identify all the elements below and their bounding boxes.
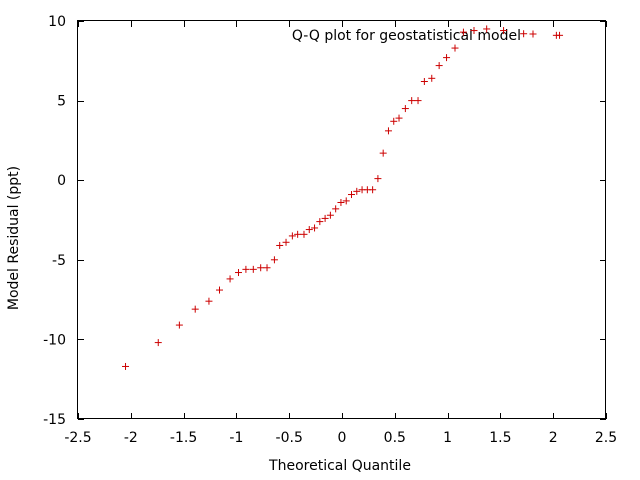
data-point — [401, 105, 409, 113]
data-point — [122, 362, 130, 370]
data-point — [369, 186, 377, 194]
x-tick-label: 1 — [443, 430, 452, 446]
data-point — [321, 214, 329, 222]
data-point — [242, 265, 250, 273]
data-point — [342, 197, 350, 205]
y-axis-tick-labels: -15 -10 -5 0 5 10 — [43, 14, 66, 428]
data-point — [191, 305, 199, 313]
data-point — [390, 117, 398, 125]
data-point — [470, 27, 478, 35]
x-tick-label: -0.5 — [276, 430, 303, 446]
data-points — [122, 25, 564, 370]
x-tick-label: -1 — [229, 430, 243, 446]
data-point — [235, 269, 243, 277]
y-tick-label: 10 — [48, 14, 66, 30]
data-point — [305, 226, 313, 234]
x-tick-label: 1.5 — [489, 430, 511, 446]
x-tick-label: 2.5 — [595, 430, 617, 446]
data-point — [337, 198, 345, 206]
data-point — [379, 149, 387, 157]
data-point — [556, 31, 564, 39]
y-tick-label: -10 — [43, 332, 66, 348]
data-point — [175, 321, 183, 329]
data-point — [282, 238, 290, 246]
x-tick-label: 0 — [338, 430, 347, 446]
data-point — [348, 191, 356, 199]
data-point — [483, 25, 491, 33]
data-point — [326, 211, 334, 219]
y-tick-label: 5 — [57, 94, 66, 110]
data-point — [500, 27, 508, 35]
data-point — [205, 297, 213, 305]
data-point — [520, 30, 528, 38]
data-point — [443, 54, 451, 62]
plot-area-frame — [77, 20, 606, 419]
data-point — [428, 74, 436, 82]
data-point — [288, 232, 296, 240]
x-tick-label: -1.5 — [170, 430, 197, 446]
data-point — [353, 187, 361, 195]
data-point — [395, 114, 403, 122]
legend-marker — [529, 30, 537, 38]
x-tick-label: -2 — [124, 430, 138, 446]
data-point — [420, 77, 428, 85]
data-point — [435, 62, 443, 70]
data-point — [451, 44, 459, 52]
data-point — [332, 205, 340, 213]
data-point — [216, 286, 224, 294]
data-point — [384, 127, 392, 135]
data-point — [249, 265, 257, 273]
data-point — [414, 97, 422, 105]
data-point — [257, 264, 265, 272]
data-point — [374, 175, 382, 183]
x-axis-tick-labels: -2.5 -2 -1.5 -1 -0.5 0 0.5 1 1.5 2 2.5 — [64, 430, 617, 446]
data-point — [154, 339, 162, 347]
x-tick-label: 0.5 — [384, 430, 406, 446]
data-point — [270, 256, 278, 264]
data-point — [311, 224, 319, 232]
data-point — [316, 218, 324, 226]
data-point — [408, 97, 416, 105]
data-point — [276, 241, 284, 249]
y-tick-label: -15 — [43, 412, 66, 428]
data-point — [459, 28, 467, 36]
x-tick-label: -2.5 — [64, 430, 91, 446]
data-point — [263, 264, 271, 272]
data-point — [226, 275, 234, 283]
data-point — [300, 230, 308, 238]
axis-ticks — [78, 21, 607, 420]
y-tick-label: 0 — [57, 173, 66, 189]
x-tick-label: 2 — [549, 430, 558, 446]
x-axis-title: Theoretical Quantile — [268, 458, 411, 474]
y-tick-label: -5 — [52, 253, 66, 269]
y-axis-title: Model Residual (ppt) — [6, 166, 22, 310]
data-point — [294, 230, 302, 238]
